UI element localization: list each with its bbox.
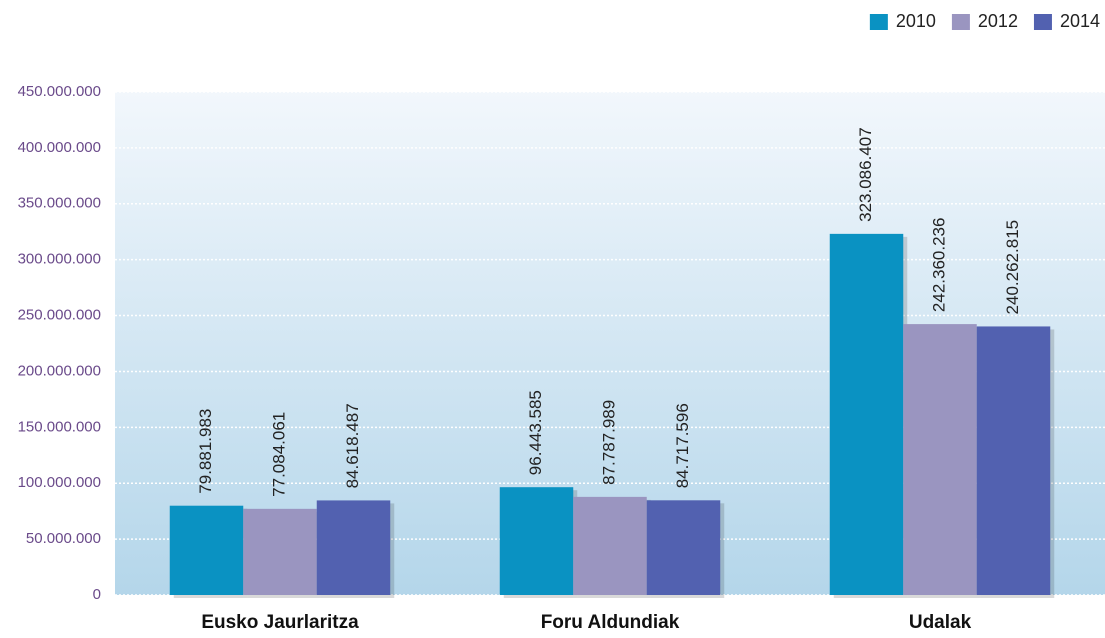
legend-label: 2014 (1060, 11, 1100, 31)
x-tick-label: Udalak (909, 612, 972, 633)
value-label: 242.360.236 (929, 218, 948, 313)
y-tick-label: 50.000.000 (26, 530, 101, 547)
legend-label: 2010 (896, 11, 936, 31)
y-tick-label: 450.000.000 (18, 83, 101, 100)
bar (976, 326, 1051, 595)
y-tick-label: 150.000.000 (18, 418, 101, 435)
y-tick-label: 200.000.000 (18, 362, 101, 379)
y-tick-label: 350.000.000 (18, 195, 101, 212)
y-tick-label: 400.000.000 (18, 139, 101, 156)
value-label: 84.717.596 (673, 403, 692, 488)
legend-swatch (869, 14, 888, 30)
value-label: 77.084.061 (269, 412, 288, 497)
y-tick-label: 300.000.000 (18, 251, 101, 268)
legend-swatch (1033, 14, 1052, 30)
value-label: 323.086.407 (856, 127, 875, 222)
bar (169, 505, 244, 595)
y-tick-label: 0 (93, 586, 101, 603)
legend-swatch (951, 14, 970, 30)
bar (646, 500, 721, 595)
legend-label: 2012 (978, 11, 1018, 31)
bar (499, 487, 574, 595)
value-label: 84.618.487 (343, 403, 362, 488)
x-tick-label: Foru Aldundiak (541, 612, 680, 633)
value-label: 87.787.989 (599, 400, 618, 485)
bar (573, 496, 647, 595)
bar (903, 324, 977, 595)
bar (243, 508, 317, 595)
y-tick-label: 100.000.000 (18, 474, 101, 491)
y-tick-label: 250.000.000 (18, 307, 101, 324)
x-tick-label: Eusko Jaurlaritza (201, 612, 359, 633)
value-label: 240.262.815 (1003, 220, 1022, 315)
value-label: 79.881.983 (196, 409, 215, 494)
bar (829, 233, 904, 595)
bar (316, 500, 391, 595)
value-label: 96.443.585 (526, 390, 545, 475)
